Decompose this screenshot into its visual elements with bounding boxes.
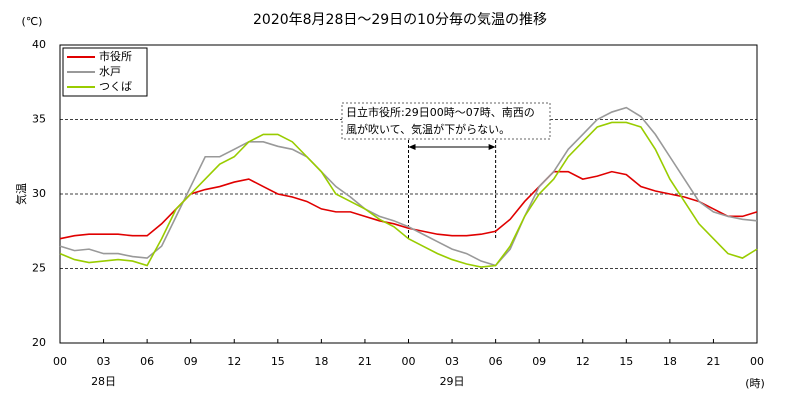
legend-label: 水戸 [99,65,121,78]
annotation-box [341,102,551,140]
x-tick-label: 18 [314,355,328,368]
x-tick-label: 00 [53,355,67,368]
series-line [59,106,758,267]
annotation-text: 風が吹いて、気温が下がらない。 [346,122,510,136]
x-unit: (時) [745,377,765,390]
x-tick-label: 21 [706,355,720,368]
arrow-head [408,144,416,150]
x-tick-label: 03 [97,355,111,368]
x-tick-label: 15 [271,355,285,368]
series-line [59,121,758,268]
x-tick-label: 12 [227,355,241,368]
x-tick-label: 21 [358,355,372,368]
x-tick-label: 15 [619,355,633,368]
x-tick-label: 09 [532,355,546,368]
y-tick-label: 25 [32,262,46,275]
arrow-head [488,144,496,150]
y-label: 気温 [14,183,28,205]
annotation-text: 日立市役所:29日00時～07時、南西の [346,105,535,119]
x-tick-label: 09 [184,355,198,368]
x-tick-label: 12 [576,355,590,368]
x-tick-label: 00 [750,355,764,368]
chart-title: 2020年8月28日～29日の10分毎の気温の推移 [253,12,547,28]
legend-label: 市役所 [99,49,132,63]
x-tick-label: 06 [140,355,154,368]
y-unit: (℃) [22,15,43,28]
x-tick-label: 06 [489,355,503,368]
x-tick-label: 03 [445,355,459,368]
y-tick-label: 40 [32,38,46,51]
y-tick-label: 35 [32,113,46,126]
x-tick-label: 00 [402,355,416,368]
y-tick-label: 30 [32,187,46,200]
date-label: 29日 [440,375,465,388]
date-label: 28日 [91,375,116,388]
x-tick-label: 18 [663,355,677,368]
y-tick-label: 20 [32,336,46,349]
legend-label: つくば [99,80,132,93]
